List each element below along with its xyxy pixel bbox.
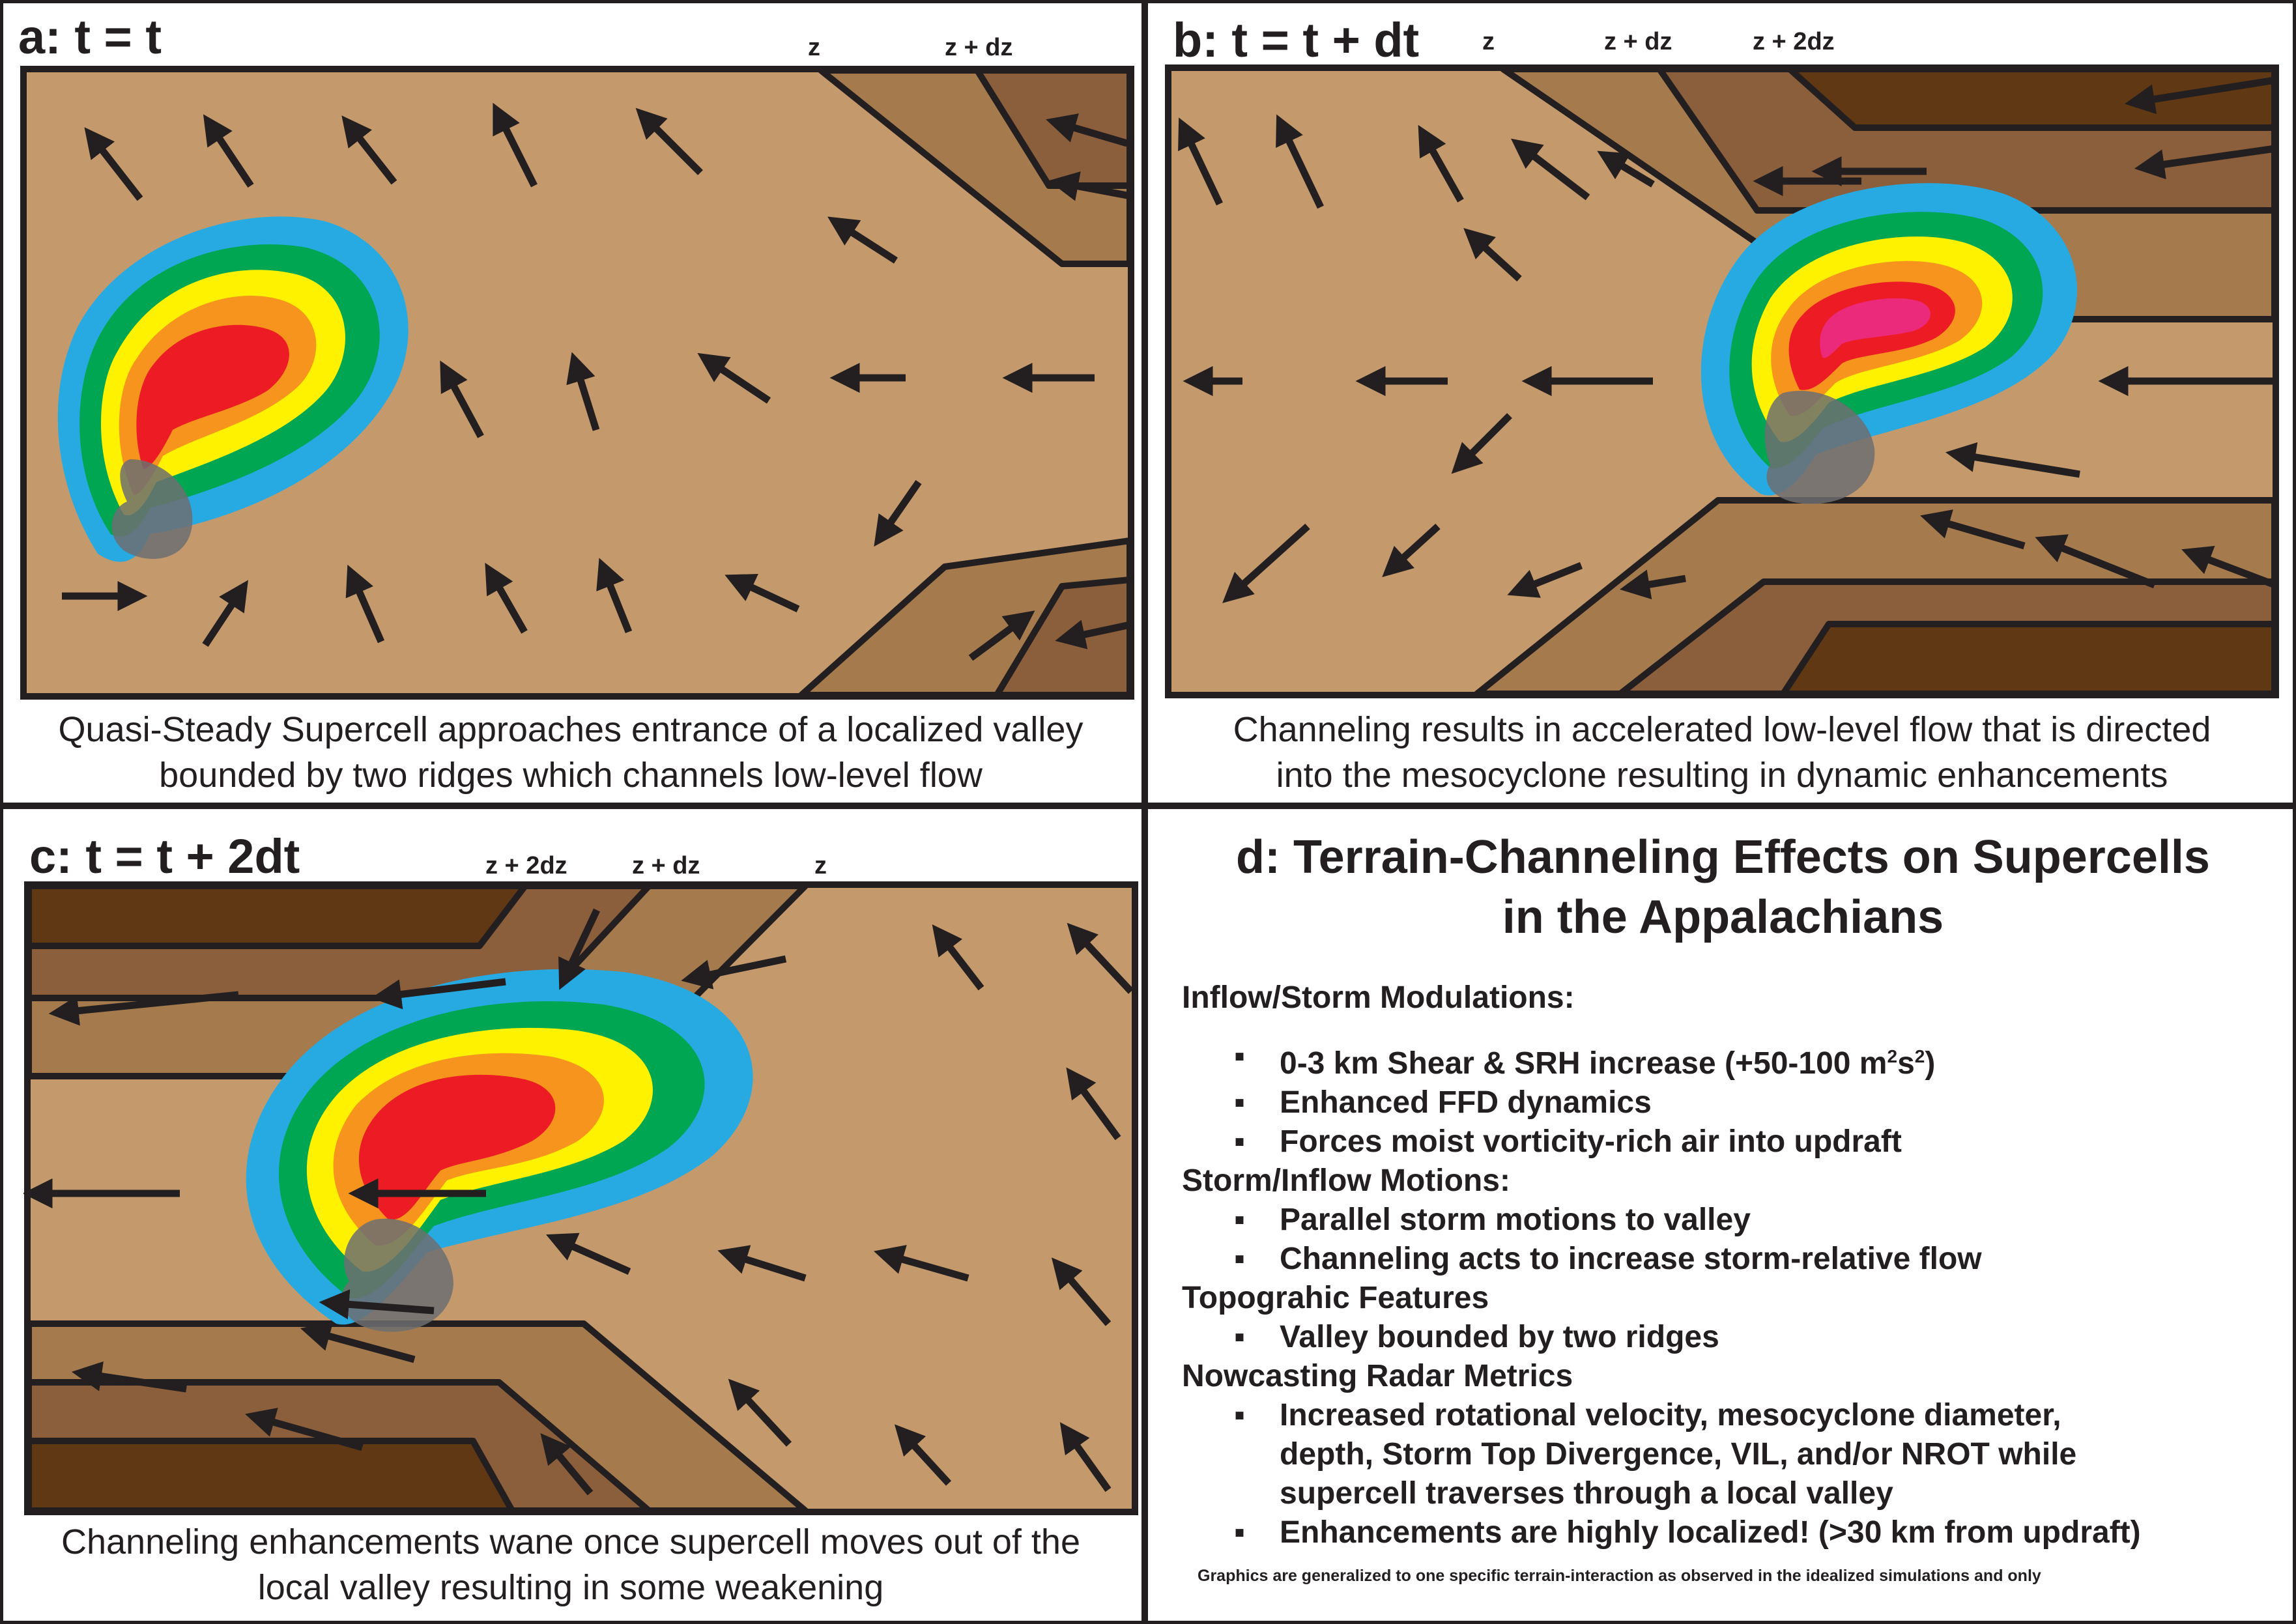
section-heading-topographic: Topograhic Features — [1182, 1281, 1489, 1315]
panel-a-level-z: z — [808, 34, 820, 61]
section-heading-nowcasting: Nowcasting Radar Metrics — [1182, 1359, 1573, 1393]
horizontal-divider — [0, 803, 2296, 809]
low-level-flow-arrows — [23, 908, 1134, 1496]
summary-title: d: Terrain-Channeling Effects on Superce… — [1150, 827, 2296, 947]
bullet-marker: ▪ — [1234, 1039, 1246, 1074]
summary-list: Inflow/Storm Modulations: ▪ 0-3 km Shear… — [1182, 978, 2141, 1552]
summary-title-line-1: d: Terrain-Channeling Effects on Superce… — [1236, 831, 2210, 883]
panel-b-level-z: z — [1482, 28, 1495, 55]
panel-a-caption-line-1: Quasi-Steady Supercell approaches entran… — [58, 710, 1083, 749]
panel-b-level-z-dz: z + dz — [1604, 28, 1672, 55]
bullet-marker: ▪ — [1234, 1085, 1246, 1120]
panel-a-caption-line-2: bounded by two ridges which channels low… — [159, 756, 983, 795]
bullet-shear-srh: ▪ 0-3 km Shear & SRH increase (+50-100 m… — [1182, 1037, 2141, 1083]
section-heading-inflow-storm: Inflow/Storm Modulations: — [1182, 980, 1575, 1015]
mesocyclone — [111, 459, 193, 559]
bullet-ffd-dynamics: ▪ Enhanced FFD dynamics — [1182, 1083, 2141, 1122]
lower-ridge-z-2dz — [25, 1438, 515, 1514]
upper-ridge-z-2dz — [25, 883, 528, 949]
bullet-marker: ▪ — [1234, 1203, 1246, 1237]
panel-c-caption: Channeling enhancements wane once superc… — [0, 1519, 1141, 1610]
vertical-divider — [1141, 0, 1148, 1624]
mesocyclone — [1764, 390, 1875, 504]
bullet-marker: ▪ — [1234, 1242, 1246, 1276]
bullet-radar-metrics: ▪ Increased rotational velocity, mesocyc… — [1182, 1396, 2141, 1513]
panel-a-level-z-dz: z + dz — [945, 34, 1013, 61]
bullet-moist-air: ▪ Forces moist vorticity-rich air into u… — [1182, 1122, 2141, 1161]
bullet-marker: ▪ — [1234, 1124, 1246, 1159]
panel-a-caption: Quasi-Steady Supercell approaches entran… — [0, 707, 1141, 798]
footnote: Graphics are generalized to one specific… — [1198, 1567, 2041, 1585]
panel-c-caption-line-1: Channeling enhancements wane once superc… — [61, 1522, 1080, 1561]
upper-ridge-z-2dz — [1787, 66, 2278, 131]
bullet-valley-ridges: ▪ Valley bounded by two ridges — [1182, 1318, 2141, 1357]
bullet-parallel-motions: ▪ Parallel storm motions to valley — [1182, 1201, 2141, 1240]
panel-b-terrain-map — [1164, 64, 2280, 699]
low-level-flow-arrows — [1178, 76, 2276, 603]
panel-c-title: c: t = t + 2dt — [29, 829, 300, 883]
lower-ridge-z-2dz — [1780, 621, 2278, 697]
bullet-marker: ▪ — [1234, 1320, 1246, 1354]
bullet-marker: ▪ — [1234, 1398, 1246, 1432]
panel-b-level-z-2dz: z + 2dz — [1753, 28, 1835, 55]
panel-c-level-z-dz: z + dz — [632, 852, 700, 879]
panel-b-caption-line-1: Channeling results in accelerated low-le… — [1233, 710, 2211, 749]
panel-c-level-z-2dz: z + 2dz — [485, 852, 567, 879]
panel-c-level-z: z — [814, 852, 827, 879]
section-heading-storm-inflow: Storm/Inflow Motions: — [1182, 1163, 1510, 1198]
summary-title-line-2: in the Appalachians — [1502, 891, 1944, 943]
low-level-flow-arrows — [62, 102, 1128, 661]
panel-a-terrain-map — [20, 65, 1135, 700]
panel-b-title: b: t = t + dt — [1173, 13, 1420, 67]
panel-c-terrain-map — [23, 881, 1139, 1516]
panel-a-title: a: t = t — [18, 10, 162, 64]
bullet-marker: ▪ — [1234, 1515, 1246, 1550]
bullet-storm-relative-flow: ▪ Channeling acts to increase storm-rela… — [1182, 1240, 2141, 1279]
panel-b-caption: Channeling results in accelerated low-le… — [1148, 707, 2296, 798]
bullet-localized: ▪ Enhancements are highly localized! (>3… — [1182, 1513, 2141, 1552]
panel-b-caption-line-2: into the mesocyclone resulting in dynami… — [1276, 756, 2168, 795]
panel-c-caption-line-2: local valley resulting in some weakening — [257, 1568, 884, 1607]
